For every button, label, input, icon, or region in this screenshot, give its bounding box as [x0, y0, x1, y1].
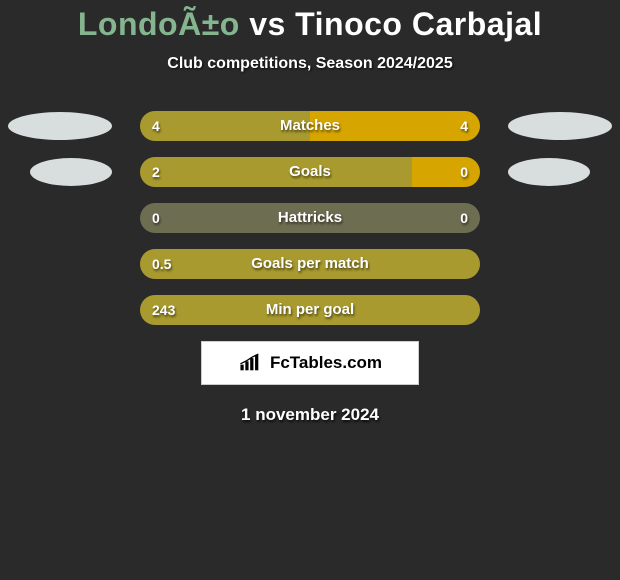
comparison-infographic: LondoÃ±o vs Tinoco Carbajal Club competi…	[0, 0, 620, 580]
page-title: LondoÃ±o vs Tinoco Carbajal	[0, 0, 620, 43]
stat-row: Min per goal243	[0, 295, 620, 325]
subtitle: Club competitions, Season 2024/2025	[0, 55, 620, 73]
player2-shape	[508, 112, 612, 140]
player1-shape	[30, 158, 112, 186]
player1-shape	[8, 112, 112, 140]
bar-empty	[140, 203, 480, 233]
player2-shape	[508, 158, 590, 186]
fctables-badge: FcTables.com	[201, 341, 419, 385]
stat-value-left: 4	[152, 111, 160, 141]
stat-value-left: 0	[152, 203, 160, 233]
bar-left	[140, 157, 412, 187]
stat-rows: Matches44Goals20Hattricks00Goals per mat…	[0, 111, 620, 325]
stat-bar: Goals20	[140, 157, 480, 187]
bar-left	[140, 111, 310, 141]
bar-chart-icon	[238, 352, 264, 374]
date: 1 november 2024	[0, 405, 620, 425]
stat-value-right: 4	[460, 111, 468, 141]
badge-text: FcTables.com	[270, 353, 382, 373]
stat-value-right: 0	[460, 157, 468, 187]
stat-value-right: 0	[460, 203, 468, 233]
bar-right	[310, 111, 480, 141]
title-player2: Tinoco Carbajal	[295, 6, 542, 42]
stat-value-left: 243	[152, 295, 175, 325]
bar-right	[412, 157, 480, 187]
bar-left	[140, 249, 480, 279]
stat-bar: Goals per match0.5	[140, 249, 480, 279]
stat-row: Hattricks00	[0, 203, 620, 233]
stat-row: Goals per match0.5	[0, 249, 620, 279]
stat-row: Goals20	[0, 157, 620, 187]
stat-value-left: 0.5	[152, 249, 171, 279]
stat-bar: Min per goal243	[140, 295, 480, 325]
stat-bar: Matches44	[140, 111, 480, 141]
stat-row: Matches44	[0, 111, 620, 141]
stat-value-left: 2	[152, 157, 160, 187]
bar-left	[140, 295, 480, 325]
title-vs: vs	[249, 6, 286, 42]
title-player1: LondoÃ±o	[78, 6, 240, 42]
stat-bar: Hattricks00	[140, 203, 480, 233]
